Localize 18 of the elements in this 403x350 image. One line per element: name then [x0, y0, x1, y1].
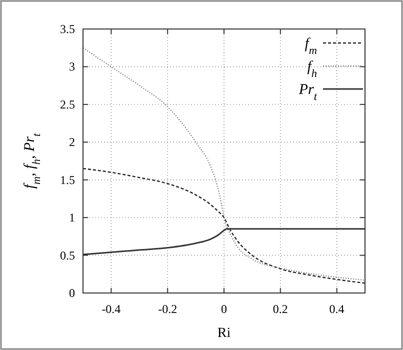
y-tick-label: 2: [69, 135, 75, 150]
y-tick-label: 1: [69, 210, 75, 225]
legend-label: Pr$_{t}$: [298, 82, 318, 103]
legend-label: f$_{m}$: [304, 36, 317, 57]
legend-label: f$_{h}$: [307, 59, 318, 80]
x-tick-label: 0.2: [272, 302, 288, 316]
x-tick-label: -0.2: [158, 302, 178, 316]
y-tick-label: 3: [69, 60, 75, 74]
y-tick-label: 0.5: [60, 248, 75, 262]
x-axis-title: Ri: [217, 326, 231, 341]
x-tick-label: 0.4: [329, 302, 344, 316]
line-series: [82, 168, 366, 284]
y-tick-label: 2.5: [60, 97, 75, 112]
y-tick-label: 3.5: [60, 22, 75, 36]
x-tick-label: 0: [221, 302, 227, 316]
x-tick-label: -0.4: [102, 302, 121, 316]
y-tick-label: 1.5: [60, 172, 75, 187]
y-tick-label: 0: [69, 286, 75, 300]
